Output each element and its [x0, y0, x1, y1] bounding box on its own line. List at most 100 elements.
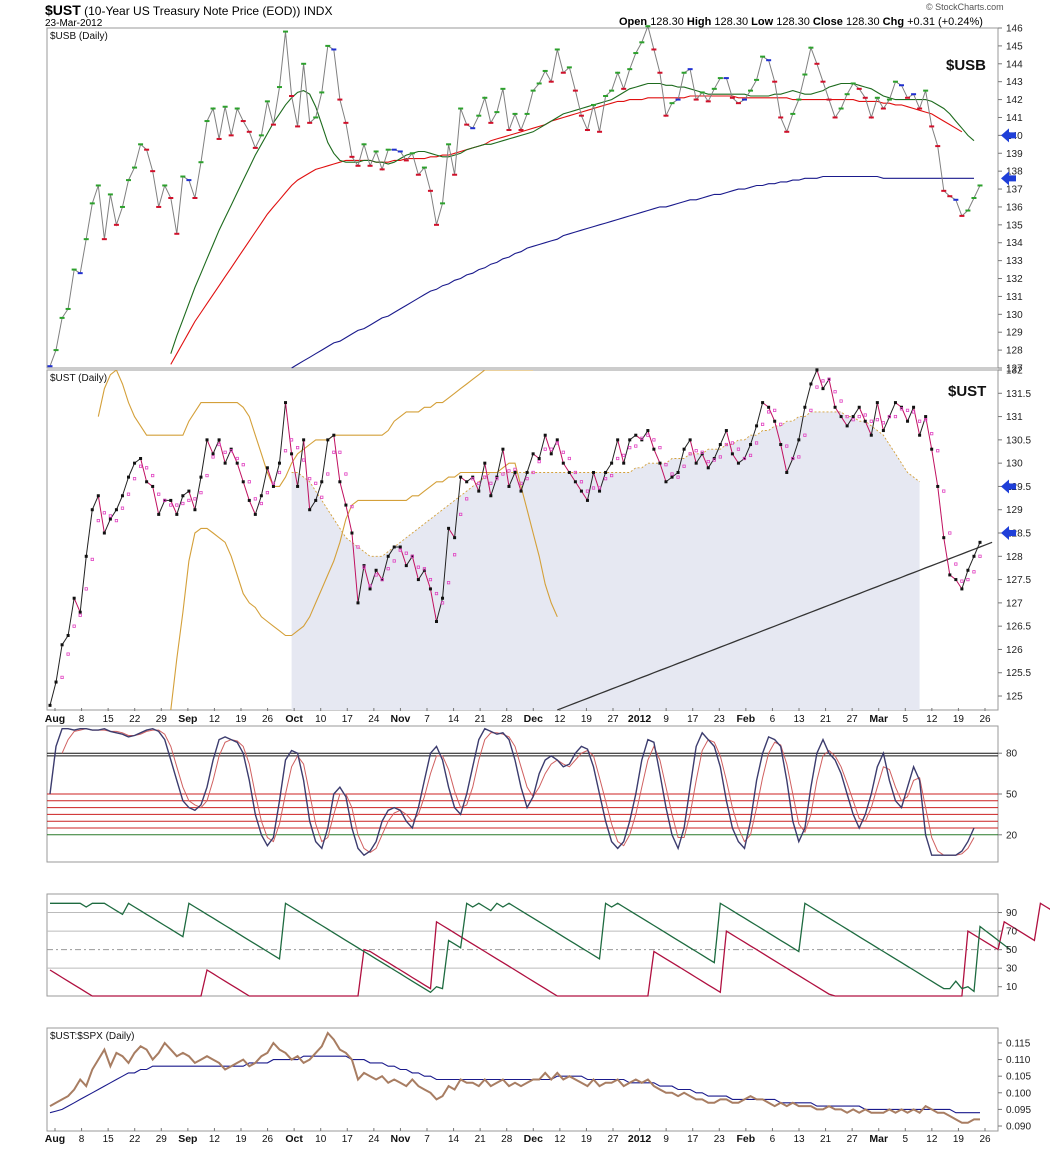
ust-ma-marker — [803, 433, 807, 437]
ust-price-point — [320, 480, 324, 484]
top-xtick-label: 15 — [103, 714, 115, 725]
ust-price-segment — [333, 435, 341, 482]
ust-ma-marker — [833, 390, 837, 394]
bottom-xtick-label: 2012 — [628, 1133, 652, 1145]
ust-ma-marker — [531, 470, 535, 475]
bottom-xtick-label: Nov — [391, 1133, 411, 1145]
ust-price-point — [459, 475, 463, 479]
bottom-xtick-label: 14 — [448, 1134, 460, 1145]
ust-price-segment — [411, 556, 419, 580]
ust-price-point — [332, 433, 336, 437]
ust-price-point — [803, 405, 807, 409]
chart-date: 23-Mar-2012 — [45, 18, 103, 29]
ust-price-segment — [544, 435, 552, 454]
ust-price-point — [863, 419, 867, 423]
ust-price-point — [622, 461, 626, 465]
top-xtick-label: 26 — [979, 714, 991, 725]
ust-ma-marker — [851, 418, 855, 422]
ust-price-point — [555, 438, 559, 442]
ust-ma-marker — [132, 477, 137, 481]
ust-price-segment — [750, 425, 758, 445]
top-xtick-label: 5 — [903, 714, 909, 725]
usb-ytick-label: 141 — [1006, 113, 1023, 124]
bottom-xtick-label: Feb — [737, 1133, 756, 1145]
ust-price-segment — [345, 504, 353, 534]
bottom-xtick-label: 26 — [979, 1134, 991, 1145]
ust-ma-marker — [579, 480, 584, 484]
ust-price-point — [308, 508, 312, 512]
ust-ma-marker — [857, 414, 861, 419]
usb-sma200-line — [291, 175, 974, 369]
ust-price-point — [942, 536, 946, 540]
ust-ma-marker — [211, 455, 215, 459]
ust-price-segment — [695, 453, 703, 464]
ust-ma-marker — [561, 450, 565, 454]
ust-price-segment — [834, 406, 842, 417]
ust-ma-marker — [477, 481, 481, 485]
usb-ytick-label: 132 — [1006, 274, 1023, 285]
ust-price-point — [151, 484, 155, 488]
ust-price-segment — [973, 542, 981, 557]
ust-price-segment — [611, 439, 619, 464]
ust-price-point — [489, 494, 493, 498]
ust-ytick-label: 129.5 — [1006, 482, 1031, 493]
ust-price-segment — [605, 462, 613, 473]
ust-price-segment — [828, 379, 836, 408]
ust-price-point — [453, 536, 457, 540]
ust-price-segment — [351, 532, 359, 603]
ust-ma-marker — [193, 497, 197, 501]
ust-price-point — [386, 554, 390, 558]
ust-price-point — [978, 540, 982, 544]
ust-price-segment — [321, 439, 329, 482]
ust-price-segment — [725, 430, 733, 454]
ust-ma-marker — [380, 577, 384, 582]
ust-price-point — [839, 415, 843, 419]
ust-ma-marker — [754, 441, 759, 445]
ust-price-segment — [315, 481, 323, 501]
ust-ytick-label: 130.5 — [1006, 435, 1031, 446]
ust-price-segment — [236, 462, 244, 482]
ust-ma-marker — [362, 565, 366, 569]
ust-ma-marker — [338, 450, 342, 454]
ust-ma-marker — [924, 418, 928, 422]
ust-price-segment — [176, 495, 184, 515]
ust-ma-marker — [434, 591, 439, 596]
ust-price-point — [223, 461, 227, 465]
bottom-xtick-label: Aug — [45, 1133, 65, 1145]
ust-price-point — [247, 498, 251, 502]
bottom-xtick-label: 19 — [581, 1134, 593, 1145]
ust-ma-marker — [459, 512, 463, 516]
ust-price-point — [259, 494, 263, 498]
bottom-xtick-label: 27 — [607, 1134, 619, 1145]
ust-price-segment — [852, 406, 860, 417]
ust-ma-marker — [247, 480, 251, 484]
stoch-ytick-label: 50 — [1006, 790, 1018, 801]
bottom-xtick-label: 10 — [315, 1134, 327, 1145]
ust-price-point — [350, 531, 354, 535]
ust-ma-marker — [911, 410, 916, 414]
bottom-xtick-label: 23 — [714, 1134, 726, 1145]
usb-ytick-label: 134 — [1006, 238, 1023, 249]
ust-ma-marker — [712, 458, 716, 462]
ust-ma-marker — [277, 470, 282, 475]
ust-ma-marker — [513, 467, 517, 471]
ust-price-segment — [49, 681, 57, 706]
ust-ma-marker — [779, 422, 783, 426]
top-xtick-label: Aug — [45, 713, 65, 725]
bottom-xtick-label: 6 — [770, 1134, 776, 1145]
aroon-up-line — [50, 902, 1011, 994]
usb-ytick-label: 129 — [1006, 328, 1023, 339]
ust-price-segment — [810, 369, 818, 385]
ust-price-point — [670, 475, 674, 479]
ust-price-segment — [85, 509, 93, 557]
ust-ma-marker — [302, 458, 306, 462]
ust-ma-marker — [748, 453, 753, 457]
top-xtick-label: 26 — [262, 714, 274, 725]
ust-price-point — [676, 470, 680, 474]
ust-ma-marker — [199, 491, 203, 495]
ust-price-point — [187, 489, 191, 493]
ust-price-point — [434, 620, 438, 624]
ust-ma-marker — [78, 613, 82, 617]
ust-ma-marker — [791, 456, 795, 461]
ust-price-point — [157, 512, 161, 516]
